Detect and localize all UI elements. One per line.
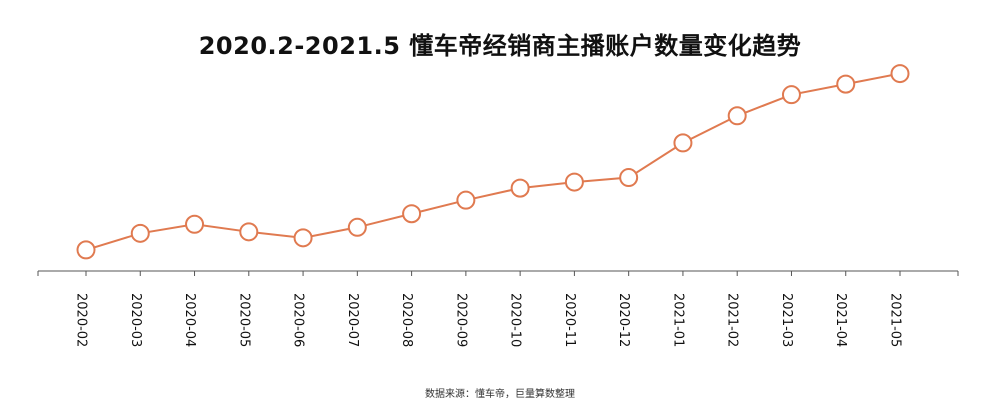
data-point — [727, 106, 747, 126]
x-tick-label: 2021-03 — [779, 293, 794, 347]
x-tick-label: 2020-09 — [453, 293, 468, 347]
x-tick-label: 2020-11 — [562, 293, 577, 347]
x-tick-label: 2020-05 — [236, 293, 251, 347]
data-point — [673, 133, 693, 153]
x-tick-label: 2021-01 — [670, 293, 685, 347]
data-point — [130, 223, 150, 243]
x-tick-label: 2020-07 — [345, 293, 360, 347]
x-tick-label: 2020-03 — [128, 293, 143, 347]
x-tick-label: 2020-06 — [291, 293, 306, 347]
x-tick-label: 2020-08 — [399, 293, 414, 347]
data-point — [890, 64, 910, 84]
data-source-note: 数据来源：懂车帝，巨量算数整理 — [425, 389, 575, 400]
data-point — [402, 204, 422, 224]
data-point — [76, 240, 96, 260]
x-tick-label: 2020-10 — [508, 293, 523, 347]
x-tick-label: 2020-02 — [74, 293, 89, 347]
data-point — [239, 222, 259, 242]
x-tick-label: 2021-04 — [833, 293, 848, 347]
data-point — [836, 74, 856, 94]
data-point — [564, 172, 584, 192]
data-point — [185, 214, 205, 234]
x-tick-label: 2021-05 — [888, 293, 903, 347]
data-point — [781, 85, 801, 105]
chart-title: 2020.2-2021.5 懂车帝经销商主播账户数量变化趋势 — [198, 32, 802, 60]
series-line — [85, 72, 901, 251]
x-tick-label: 2020-04 — [182, 293, 197, 347]
data-point — [456, 190, 476, 210]
data-point — [347, 217, 367, 237]
data-point — [293, 228, 313, 248]
data-point — [510, 178, 530, 198]
data-point — [619, 168, 639, 188]
x-tick-label: 2020-12 — [616, 293, 631, 347]
x-tick-label: 2021-02 — [725, 293, 740, 347]
